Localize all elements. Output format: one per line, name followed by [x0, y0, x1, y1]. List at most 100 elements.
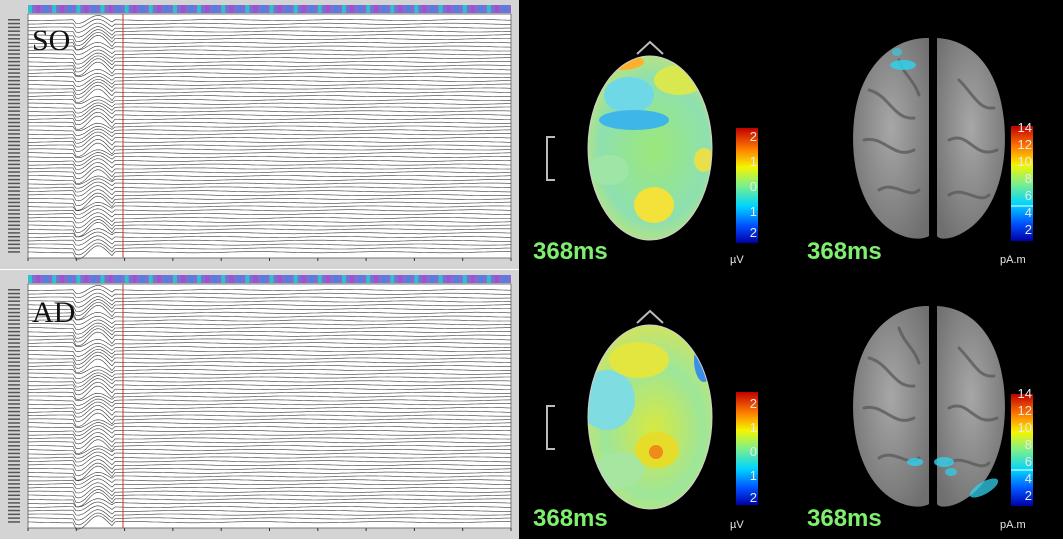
eeg-channel-trace — [27, 138, 511, 152]
eeg-channel-trace — [27, 155, 512, 167]
topomap-colorbar-ad — [736, 392, 758, 505]
eeg-channel-trace — [27, 319, 512, 330]
channel-label-mark — [8, 190, 20, 192]
channel-label-mark — [8, 83, 20, 86]
channel-label-mark — [8, 117, 20, 120]
channel-label-mark — [8, 224, 20, 227]
topo-tick-ad-3: 1 — [749, 468, 757, 483]
eeg-channel-trace — [27, 149, 511, 159]
eeg-channel-trace — [28, 219, 512, 233]
channel-label-mark — [8, 368, 20, 371]
channel-label-mark — [8, 292, 20, 295]
channel-label-mark — [8, 64, 20, 67]
channel-label-mark — [8, 182, 20, 185]
channel-label-mark — [8, 232, 20, 234]
channel-label-mark — [8, 125, 20, 128]
eeg-channel-trace — [27, 79, 511, 92]
channel-label-mark — [8, 152, 20, 154]
channel-label-mark — [8, 376, 20, 379]
channel-label-mark — [8, 45, 20, 48]
channel-label-mark — [8, 308, 20, 310]
eeg-channel-trace — [28, 26, 511, 38]
eeg-channel-trace — [28, 169, 512, 184]
eeg-channel-trace — [27, 221, 511, 238]
eeg-panel-ad: AD — [0, 270, 519, 539]
eeg-channel-trace — [27, 68, 511, 78]
channel-label-mark — [8, 346, 20, 348]
eeg-channel-trace — [28, 242, 512, 256]
channel-label-mark — [8, 102, 20, 105]
eeg-channel-trace — [28, 299, 511, 313]
channel-label-mark — [8, 502, 20, 504]
channel-label-mark — [8, 467, 20, 470]
ear-left-icon — [546, 405, 555, 450]
eeg-channel-trace — [27, 108, 512, 122]
eeg-channel-trace — [27, 378, 512, 392]
eeg-channel-trace — [28, 505, 512, 516]
cortex-tick-ad-0: 14 — [1017, 386, 1032, 401]
channel-label-mark — [8, 95, 20, 97]
channel-label-mark — [8, 98, 20, 101]
channel-label-mark — [8, 327, 20, 329]
channel-label-mark — [8, 38, 20, 40]
eeg-channel-trace — [28, 465, 512, 481]
topo-time-so: 368ms — [533, 238, 608, 265]
channel-label-mark — [8, 304, 20, 306]
eeg-channel-trace — [28, 158, 511, 170]
channel-label-mark — [8, 521, 20, 523]
eeg-channel-trace — [28, 125, 512, 136]
topo-tick-ad-0: 2 — [749, 396, 757, 411]
nose-icon — [636, 309, 664, 324]
channel-label-mark — [8, 129, 20, 131]
eeg-channel-trace — [27, 128, 512, 140]
ear-left-icon — [546, 136, 555, 181]
eeg-channel-trace — [27, 61, 511, 77]
eeg-channel-trace — [27, 142, 512, 157]
channel-label-mark — [8, 110, 20, 112]
eeg-channel-trace — [27, 18, 511, 29]
channel-label-mark — [8, 148, 20, 150]
channel-label-mark — [8, 137, 20, 139]
channel-label-mark — [8, 403, 20, 405]
eeg-channel-trace — [27, 342, 512, 352]
channel-label-mark — [8, 330, 20, 333]
channel-label-mark — [8, 338, 20, 340]
channel-label-mark — [8, 361, 20, 363]
cortex-unit-ad: pA.m — [1000, 519, 1026, 531]
eeg-channel-trace — [28, 285, 511, 294]
channel-label-mark — [8, 365, 20, 367]
eeg-channel-trace — [27, 358, 511, 373]
eeg-channel-trace — [27, 325, 511, 339]
eeg-channel-trace — [28, 34, 512, 50]
eeg-channel-trace — [27, 102, 511, 114]
eeg-channel-trace — [28, 111, 511, 126]
eeg-channel-trace — [27, 52, 511, 65]
eeg-channel-trace — [27, 96, 511, 105]
channel-label-mark — [8, 144, 20, 147]
channel-label-mark — [8, 422, 20, 424]
channel-label-mark — [8, 49, 20, 51]
channel-label-mark — [8, 53, 20, 55]
channel-label-mark — [8, 194, 20, 196]
cortex-tick-so-6: 2 — [1024, 222, 1032, 237]
topo-tick-so-1: 1 — [749, 154, 757, 169]
eeg-channel-trace — [27, 385, 512, 400]
eeg-traces-ad — [8, 275, 512, 531]
nose-icon — [636, 40, 664, 55]
eeg-channel-trace — [27, 22, 512, 33]
channel-label-mark — [8, 106, 20, 109]
cortex-tick-so-5: 4 — [1024, 205, 1032, 220]
cortex-so — [853, 38, 1033, 241]
eeg-channel-trace — [28, 478, 512, 489]
channel-label-mark — [8, 159, 20, 162]
channel-label-mark — [8, 247, 20, 249]
channel-label-mark — [8, 319, 20, 321]
eeg-channel-trace — [27, 328, 512, 343]
maps-area: 2 1 0 1 2 µV 368ms 2 1 0 1 2 µV 368ms 14… — [519, 0, 1063, 539]
eeg-channel-trace — [28, 216, 512, 229]
eeg-channel-trace — [28, 181, 511, 193]
eeg-channel-trace — [27, 88, 511, 103]
cortex-tick-so-3: 8 — [1024, 171, 1032, 186]
channel-label-mark — [8, 26, 20, 29]
cortex-time-ad: 368ms — [807, 505, 882, 532]
